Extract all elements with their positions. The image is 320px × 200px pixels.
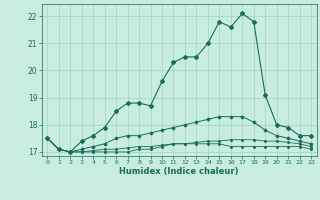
- X-axis label: Humidex (Indice chaleur): Humidex (Indice chaleur): [119, 167, 239, 176]
